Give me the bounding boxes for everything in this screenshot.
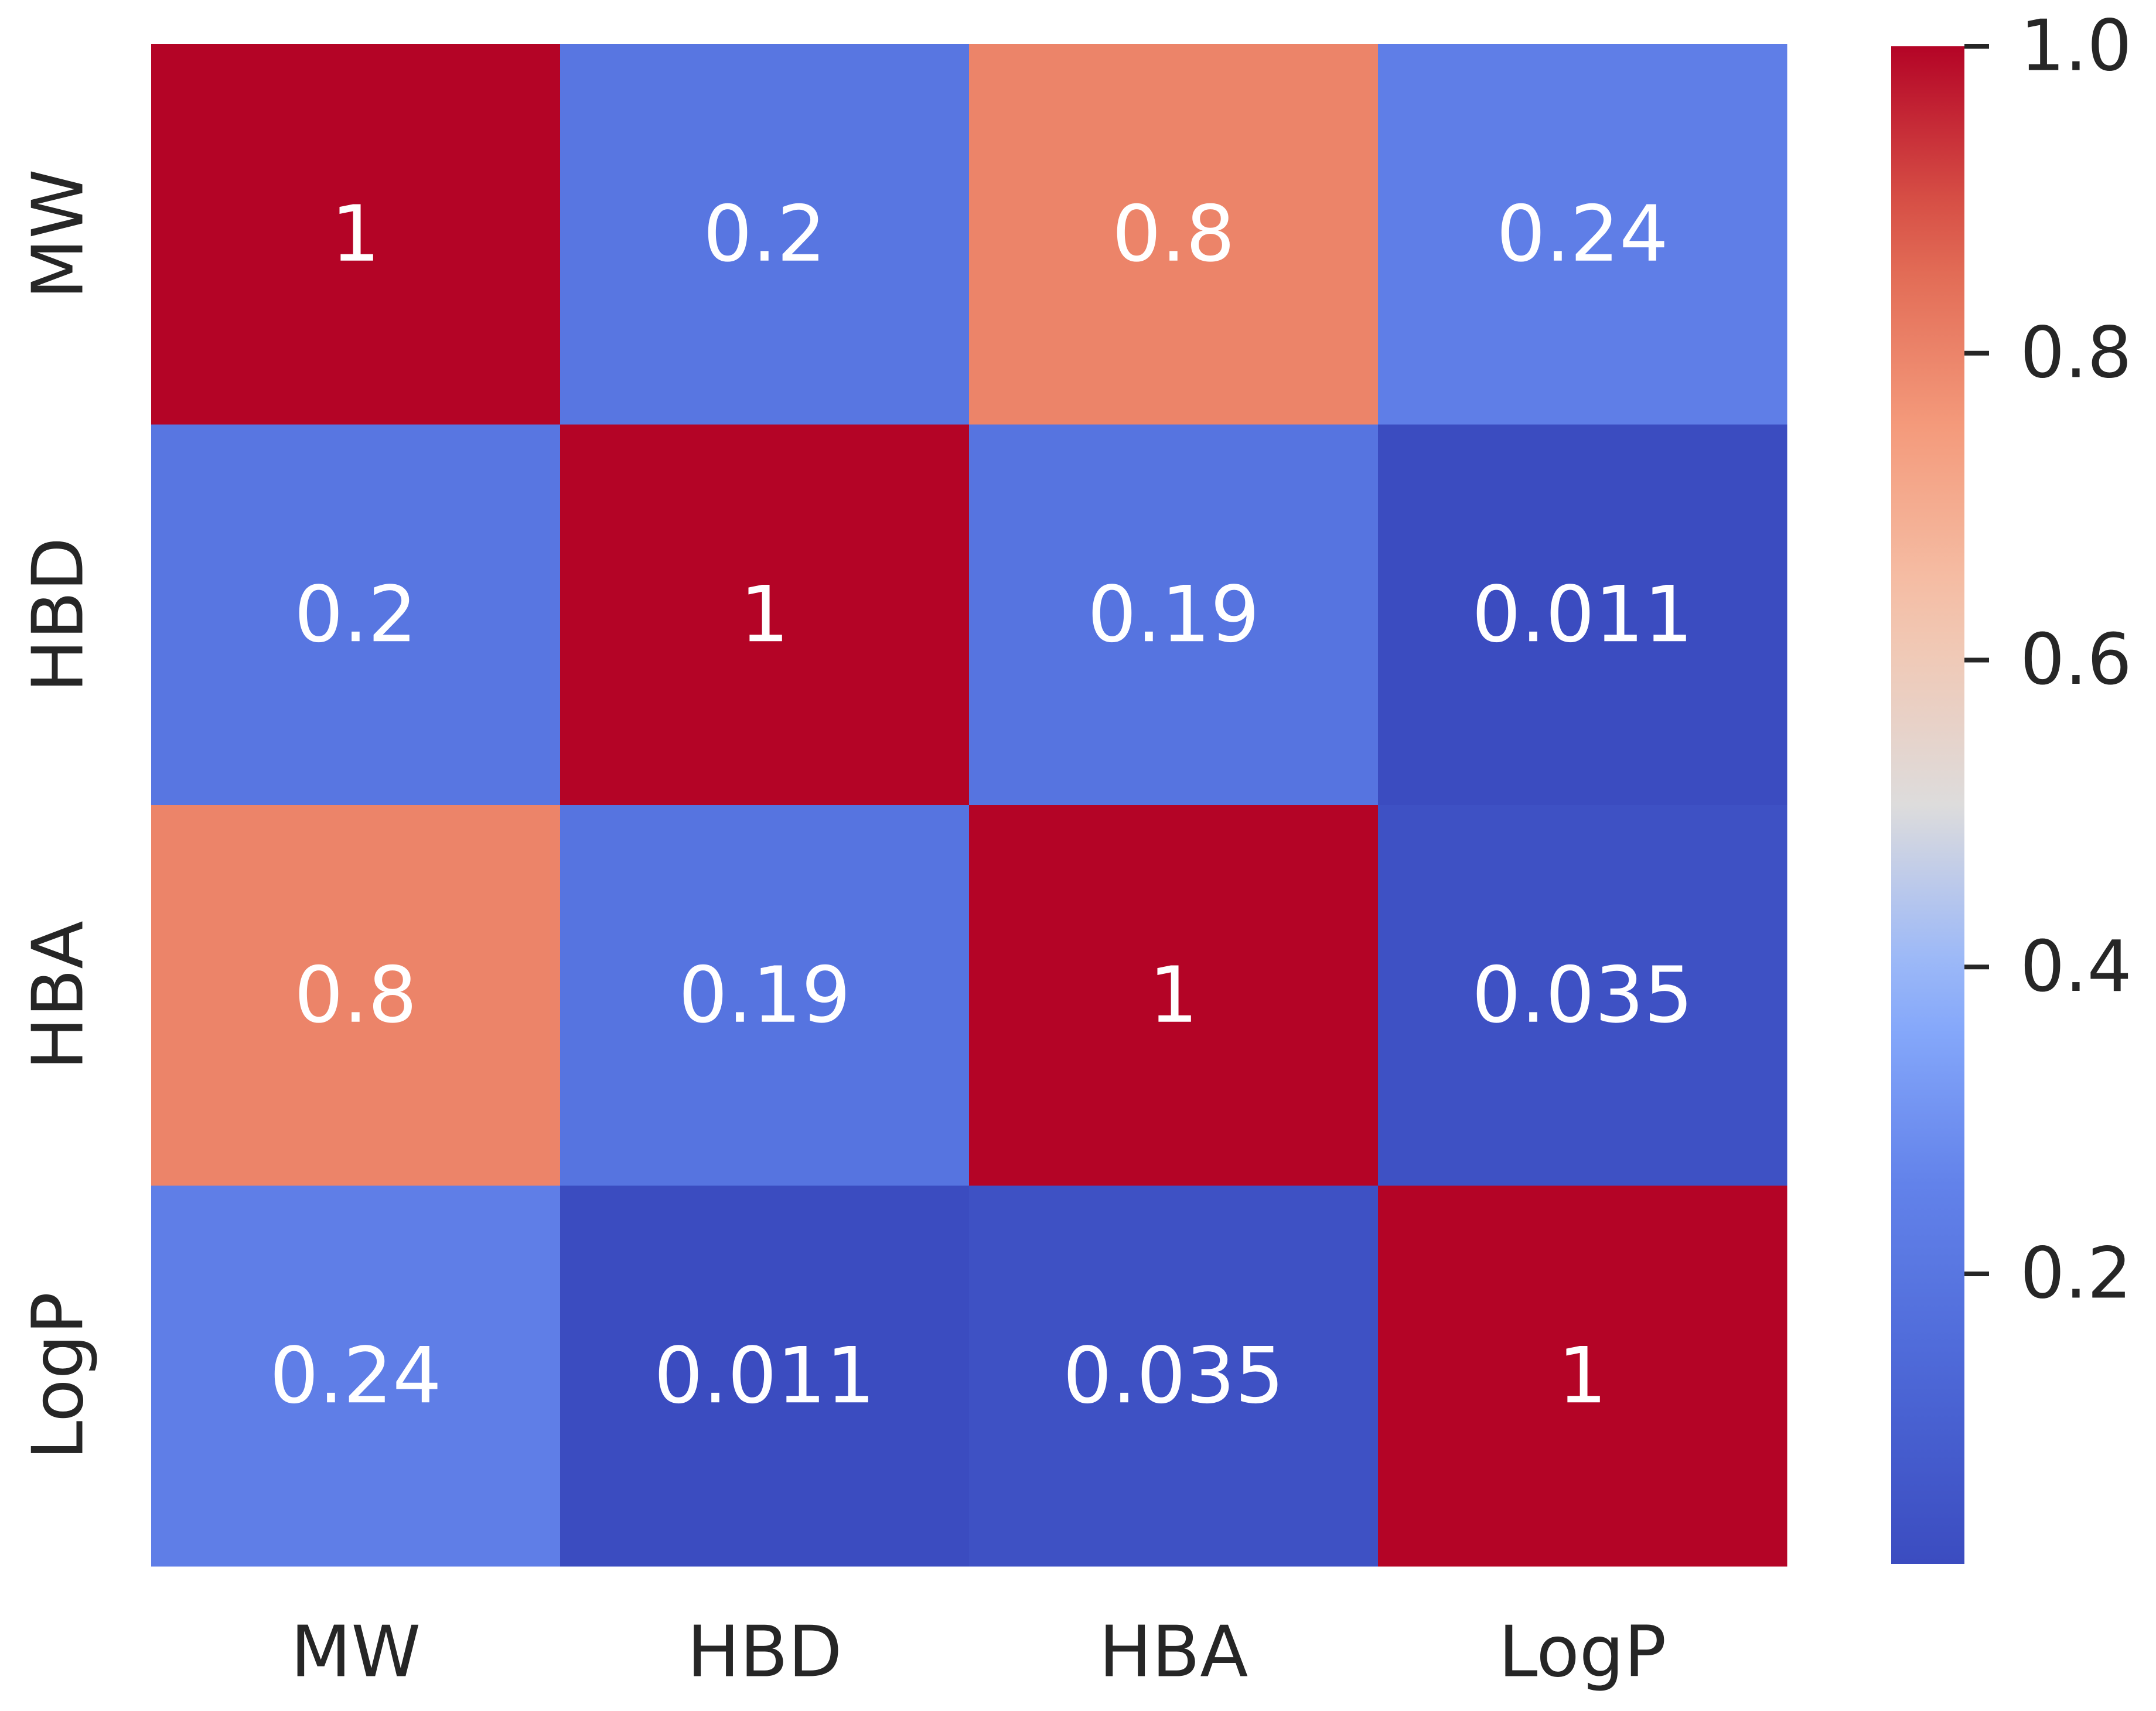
cell-annotation: 0.2 [703,189,826,280]
heatmap-cell-logp-logp [1378,1185,1787,1567]
heatmap-cell-logp-hbd [560,1185,970,1567]
cell-annotation: 0.011 [1472,570,1693,660]
heatmap-cell-mw-hbd [560,44,970,425]
heatmap-cell-logp-hba [969,1185,1379,1567]
heatmap-cell-hba-mw [151,805,561,1186]
y-tick-label-mw: MW [18,169,100,299]
cell-annotation: 0.035 [1063,1331,1284,1421]
cell-annotation: 1 [331,189,380,280]
heatmap-cell-hba-hbd [560,805,970,1186]
heatmap-cell-hbd-hbd [560,424,970,806]
colorbar-tick-label: 0.8 [2020,312,2132,394]
cell-annotation: 1 [1149,950,1198,1041]
colorbar-tick-label: 1.0 [2020,6,2132,87]
cell-annotation: 0.2 [294,570,417,660]
x-tick-label-hba: HBA [1099,1612,1248,1693]
colorbar-tick-label: 0.4 [2020,926,2132,1008]
x-axis-tick-labels: MW HBD HBA LogP [291,1612,1666,1693]
heatmap-cell-hbd-logp [1378,424,1787,806]
heatmap-cell-logp-mw [151,1185,561,1567]
x-tick-label-logp: LogP [1499,1612,1667,1693]
y-tick-label-logp: LogP [18,1292,100,1460]
heatmap-cell-mw-mw [151,44,561,425]
heatmap-cell-hba-logp [1378,805,1787,1186]
colorbar: 0.2 0.4 0.6 0.8 1.0 [1891,6,2132,1564]
cell-annotation: 0.011 [654,1331,875,1421]
x-tick-label-hbd: HBD [687,1612,842,1693]
y-tick-label-hba: HBA [18,921,100,1070]
colorbar-tick-label: 0.2 [2020,1233,2132,1315]
cell-annotation: 0.8 [1112,189,1235,280]
heatmap-cells [151,44,1787,1567]
cell-annotation: 0.19 [678,950,851,1041]
y-tick-label-hbd: HBD [18,537,100,693]
heatmap-annotations: 1 0.2 0.8 0.24 0.2 1 0.19 0.011 0.8 0.19 1 0.035 0.2… [270,189,1693,1422]
x-tick-label-mw: MW [291,1612,421,1693]
heatmap-cell-hbd-hba [969,424,1379,806]
cell-annotation: 0.24 [1496,189,1669,280]
cell-annotation: 0.24 [270,1331,442,1421]
cell-annotation: 0.8 [294,950,417,1041]
cell-annotation: 0.19 [1087,570,1260,660]
colorbar-gradient [1891,46,1964,1564]
cell-annotation: 1 [740,570,789,660]
y-axis-tick-labels: MW HBD HBA LogP [18,169,100,1460]
heatmap-cell-mw-logp [1378,44,1787,425]
heatmap-cell-hba-hba [969,805,1379,1186]
cell-annotation: 0.035 [1472,950,1693,1041]
colorbar-tick-label: 0.6 [2020,619,2132,701]
heatmap-cell-hbd-mw [151,424,561,806]
cell-annotation: 1 [1558,1331,1607,1421]
heatmap-cell-mw-hba [969,44,1379,425]
